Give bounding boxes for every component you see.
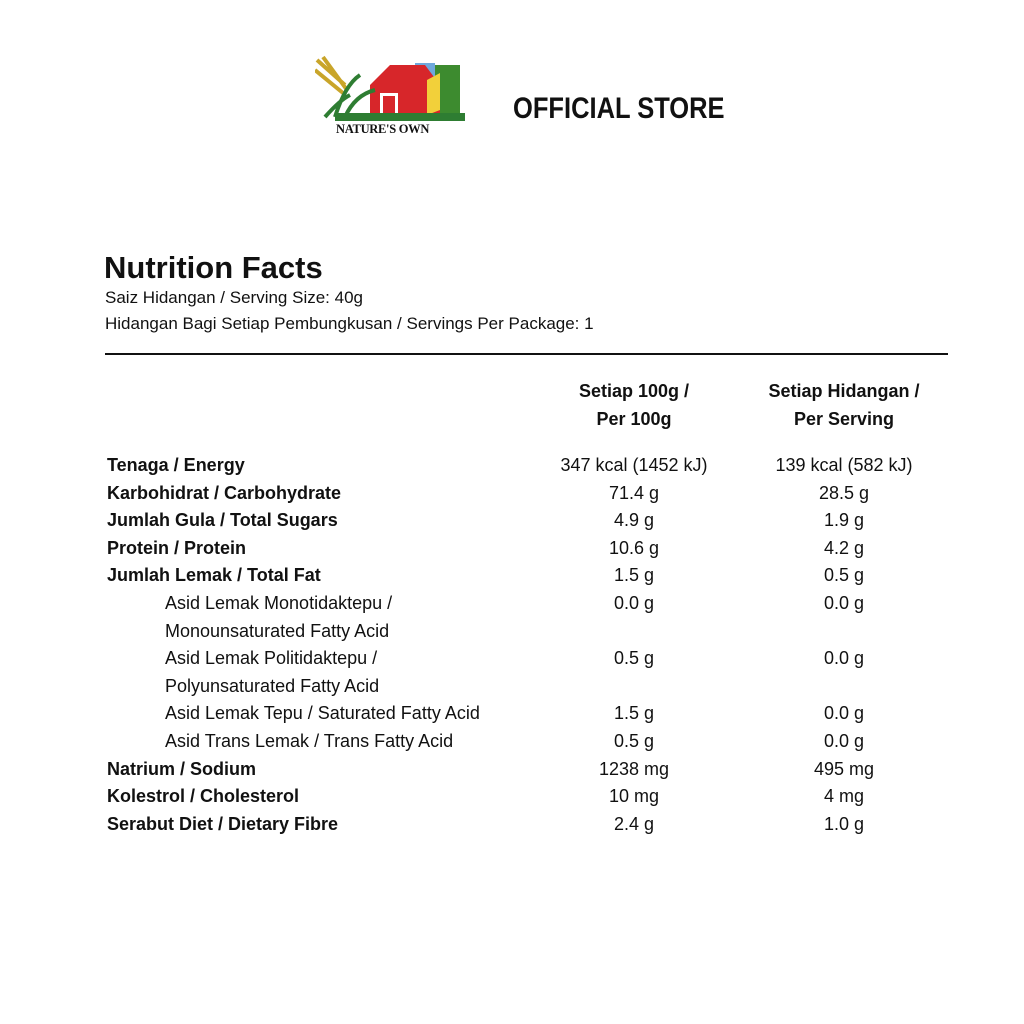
- row-value: 0.5 g: [613, 648, 655, 669]
- row-value: 2.4 g: [613, 813, 655, 834]
- row-value: 10.6 g: [608, 537, 660, 558]
- row-label: Asid Lemak Monotidaktepu /: [165, 593, 393, 613]
- row-value: 10 mg: [608, 786, 660, 807]
- column-header: Setiap Hidangan /: [768, 381, 920, 401]
- row-label: Natrium / Sodium: [107, 758, 257, 779]
- row-value: 0.0 g: [823, 648, 865, 669]
- row-value: 1.5 g: [613, 565, 655, 586]
- row-label: Jumlah Lemak / Total Fat: [107, 565, 321, 586]
- row-value: 1238 mg: [598, 758, 670, 779]
- divider: [105, 353, 948, 355]
- column-header: Per Serving: [793, 408, 895, 429]
- row-value: 0.0 g: [823, 703, 865, 724]
- row-value: 28.5 g: [818, 482, 870, 503]
- row-value: 347 kcal (1452 kJ): [560, 455, 708, 475]
- row-label: Protein / Protein: [107, 537, 247, 558]
- row-label: Karbohidrat / Carbohydrate: [107, 482, 342, 503]
- title: Nutrition Facts: [104, 250, 323, 285]
- store-label: OFFICIAL STORE: [513, 92, 725, 125]
- row-value: 0.5 g: [613, 731, 655, 751]
- row-value: 0.0 g: [613, 593, 655, 613]
- row-value: 1.9 g: [823, 510, 865, 531]
- servings-per-package: Hidangan Bagi Setiap Pembungkusan / Serv…: [105, 314, 594, 333]
- row-value: 71.4 g: [608, 482, 660, 503]
- row-label: Jumlah Gula / Total Sugars: [107, 510, 338, 531]
- brand-name: NATURE'S OWN: [336, 122, 430, 136]
- row-label: Tenaga / Energy: [107, 455, 245, 475]
- row-value: 4 mg: [823, 786, 865, 807]
- row-label: Asid Trans Lemak / Trans Fatty Acid: [165, 731, 454, 751]
- row-label: Asid Lemak Tepu / Saturated Fatty Acid: [165, 703, 480, 724]
- serving-size: Saiz Hidangan / Serving Size: 40g: [105, 288, 363, 307]
- logo: [315, 55, 465, 121]
- column-header: Per 100g: [596, 408, 672, 429]
- row-value: 4.2 g: [823, 537, 865, 558]
- row-value: 0.0 g: [823, 593, 865, 613]
- row-label: Monounsaturated Fatty Acid: [165, 620, 390, 641]
- row-label: Kolestrol / Cholesterol: [107, 786, 300, 807]
- row-value: 1.0 g: [823, 813, 865, 834]
- row-label: Polyunsaturated Fatty Acid: [165, 675, 380, 696]
- row-value: 0.0 g: [823, 731, 865, 751]
- row-value: 0.5 g: [823, 565, 865, 586]
- row-value: 4.9 g: [613, 510, 655, 531]
- row-value: 1.5 g: [613, 703, 655, 724]
- row-label: Serabut Diet / Dietary Fibre: [107, 813, 339, 834]
- row-value: 495 mg: [813, 758, 875, 779]
- row-value: 139 kcal (582 kJ): [775, 455, 913, 475]
- row-label: Asid Lemak Politidaktepu /: [165, 648, 378, 669]
- column-header: Setiap 100g /: [578, 381, 690, 401]
